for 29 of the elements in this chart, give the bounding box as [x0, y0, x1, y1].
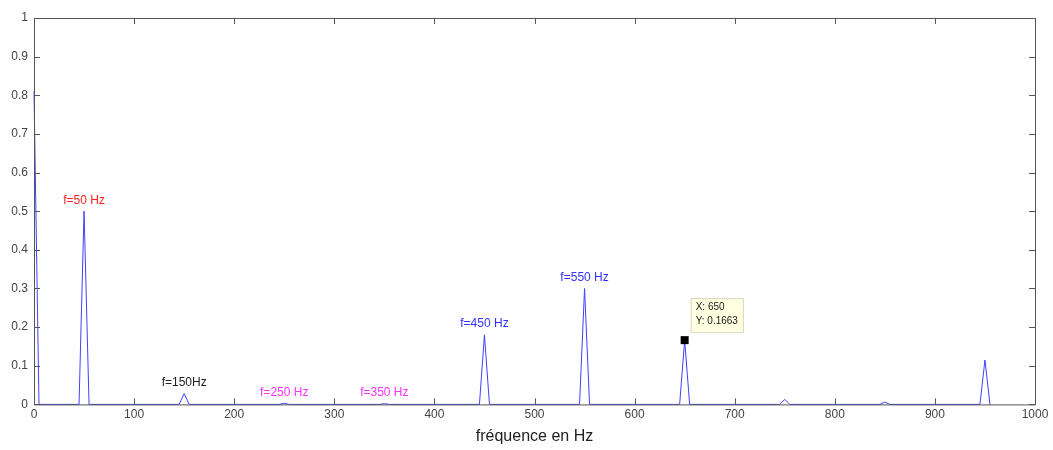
x-tick-label: 600 — [624, 406, 645, 421]
y-tick-label: 1 — [21, 10, 29, 25]
x-tick-label: 500 — [524, 406, 545, 421]
annotation: f=450 Hz — [460, 316, 509, 331]
y-tick-label: 0.2 — [11, 319, 29, 334]
y-tick-label: 0.3 — [11, 280, 29, 295]
x-tick-label: 200 — [224, 406, 245, 421]
annotation: f=50 Hz — [63, 192, 105, 207]
y-tick-label: 0.6 — [11, 164, 29, 179]
x-tick-label: 900 — [924, 406, 946, 421]
x-tick-label: 100 — [124, 406, 145, 421]
annotation: f=350 Hz — [360, 384, 409, 399]
annotation: f=150Hz — [161, 374, 207, 389]
x-tick-label: 1000 — [1021, 406, 1049, 421]
x-tick-label: 700 — [724, 406, 746, 421]
y-tick-label: 0.8 — [11, 87, 29, 102]
annotation: f=550 Hz — [560, 269, 609, 284]
x-axis-title: fréquence en Hz — [475, 426, 594, 444]
x-tick-label: 300 — [324, 406, 345, 421]
y-tick-label: 0.7 — [11, 126, 29, 141]
y-tick-label: 0.1 — [11, 358, 29, 373]
y-tick-label: 0.4 — [11, 242, 29, 257]
annotation: X: 650 Y: 0.1663 — [695, 300, 739, 326]
x-tick-label: 800 — [824, 406, 846, 421]
y-tick-label: 0.5 — [11, 203, 29, 218]
y-tick-label: 0 — [21, 396, 29, 411]
y-tick-label: 0.9 — [11, 48, 29, 63]
x-tick-label: 400 — [424, 406, 445, 421]
annotation: f=250 Hz — [260, 384, 309, 399]
